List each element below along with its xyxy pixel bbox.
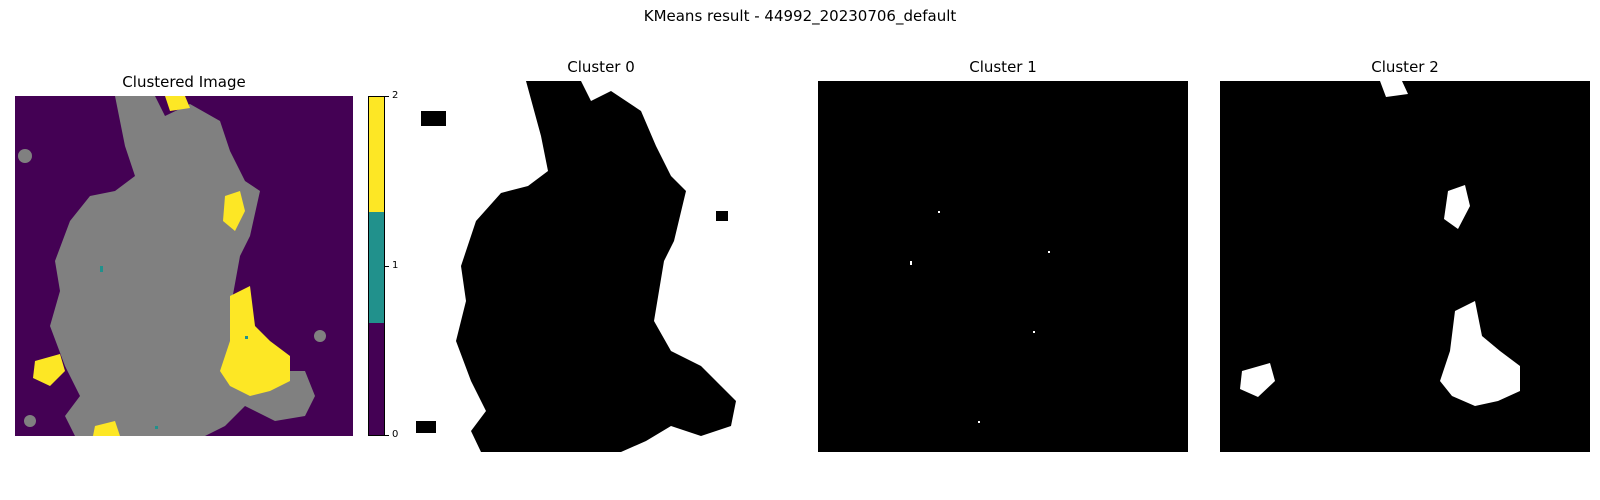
- colorbar-segment-0: [369, 323, 384, 435]
- colorbar-label-2: 2: [392, 90, 399, 101]
- colorbar: [368, 96, 385, 436]
- cluster-2-mask-svg: [1220, 81, 1590, 452]
- mask-on-speck: [938, 211, 940, 213]
- panel-title-cluster-0: Cluster 0: [567, 58, 635, 76]
- mask-on-speck: [1048, 251, 1050, 253]
- mask-off-background: [1220, 81, 1590, 452]
- mask-on-patch-top: [1380, 81, 1408, 97]
- colorbar-segment-1: [369, 211, 384, 324]
- cluster-0-mask: [416, 81, 786, 452]
- colorbar-tick-1: [385, 266, 389, 267]
- colorbar-label-1: 1: [392, 260, 399, 271]
- colorbar-tick-2: [385, 96, 389, 97]
- cluster-0-mask-svg: [416, 81, 786, 452]
- cluster2-patch-left: [33, 354, 65, 386]
- panel-title-cluster-2: Cluster 2: [1371, 58, 1439, 76]
- colorbar-tick-0: [385, 435, 389, 436]
- mask-off-speck: [716, 211, 728, 221]
- panel-title-clustered: Clustered Image: [122, 73, 246, 91]
- cluster1-speck: [155, 426, 158, 429]
- cluster-2-mask: [1220, 81, 1590, 452]
- cluster1-speck: [100, 266, 103, 272]
- mask-off-speck: [416, 421, 436, 433]
- masked-blob-left: [18, 149, 32, 163]
- cluster2-patch-right: [220, 286, 290, 396]
- mask-off-speck: [421, 111, 446, 126]
- mask-on-patch-right: [1440, 301, 1520, 406]
- cluster2-patch-top: [165, 96, 190, 111]
- clustered-image: [15, 96, 353, 436]
- cluster2-patch-bottom: [93, 421, 120, 436]
- mask-on-speck: [910, 261, 912, 265]
- panel-title-cluster-1: Cluster 1: [969, 58, 1037, 76]
- mask-on-patch-left: [1240, 363, 1275, 397]
- cluster2-patch-upper: [223, 191, 245, 231]
- masked-blob-right: [314, 330, 326, 342]
- cluster-1-mask-svg: [818, 81, 1188, 452]
- clustered-image-svg: [15, 96, 353, 436]
- mask-off-background: [818, 81, 1188, 452]
- mask-off-region: [456, 81, 736, 452]
- colorbar-segment-2: [369, 97, 384, 212]
- masked-blob-bottom-left: [24, 415, 36, 427]
- cluster1-speck: [245, 336, 248, 339]
- colorbar-label-0: 0: [392, 429, 399, 440]
- figure-suptitle: KMeans result - 44992_20230706_default: [643, 7, 957, 25]
- cluster-1-mask: [818, 81, 1188, 452]
- mask-on-speck: [1033, 331, 1035, 333]
- mask-on-speck: [978, 421, 980, 423]
- mask-on-patch-upper: [1444, 185, 1470, 229]
